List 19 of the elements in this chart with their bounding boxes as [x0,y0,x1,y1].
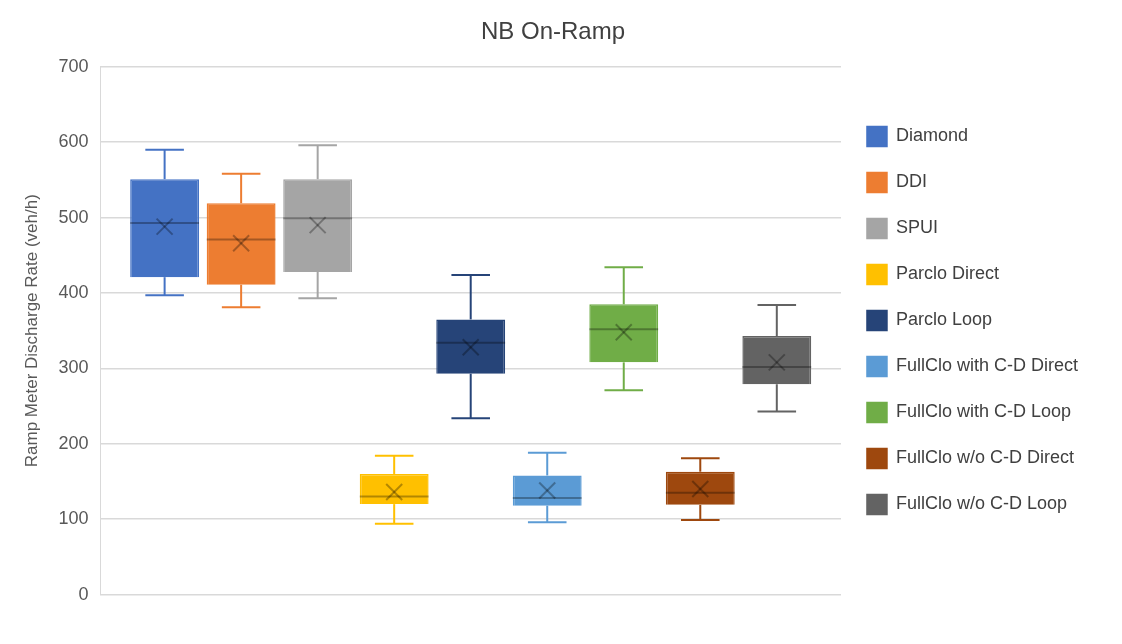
legend-label: Diamond [895,125,969,146]
legend-label: DDI [895,171,927,192]
y-tick-label: 400 [58,281,89,302]
y-tick-label: 200 [58,432,89,453]
y-tick-label: 500 [58,206,89,227]
y-tick-label: 300 [58,357,89,378]
legend-label: FullClo w/o C-D Loop [895,493,1068,514]
chart-title: NB On-Ramp [480,17,626,45]
legend-label: Parclo Loop [895,309,993,330]
legend-label: FullClo w/o C-D Direct [895,447,1075,468]
legend-label: FullClo with C-D Direct [895,355,1079,376]
y-tick-label: 0 [78,583,89,604]
y-tick-label: 600 [58,131,89,152]
legend-label: SPUI [895,217,938,238]
y-axis-title: Ramp Meter Discharge Rate (veh/h) [21,194,41,468]
legend-label: FullClo with C-D Loop [895,401,1072,422]
legend-label: Parclo Direct [895,263,1000,284]
y-tick-label: 700 [58,55,89,76]
y-tick-label: 100 [58,508,89,529]
